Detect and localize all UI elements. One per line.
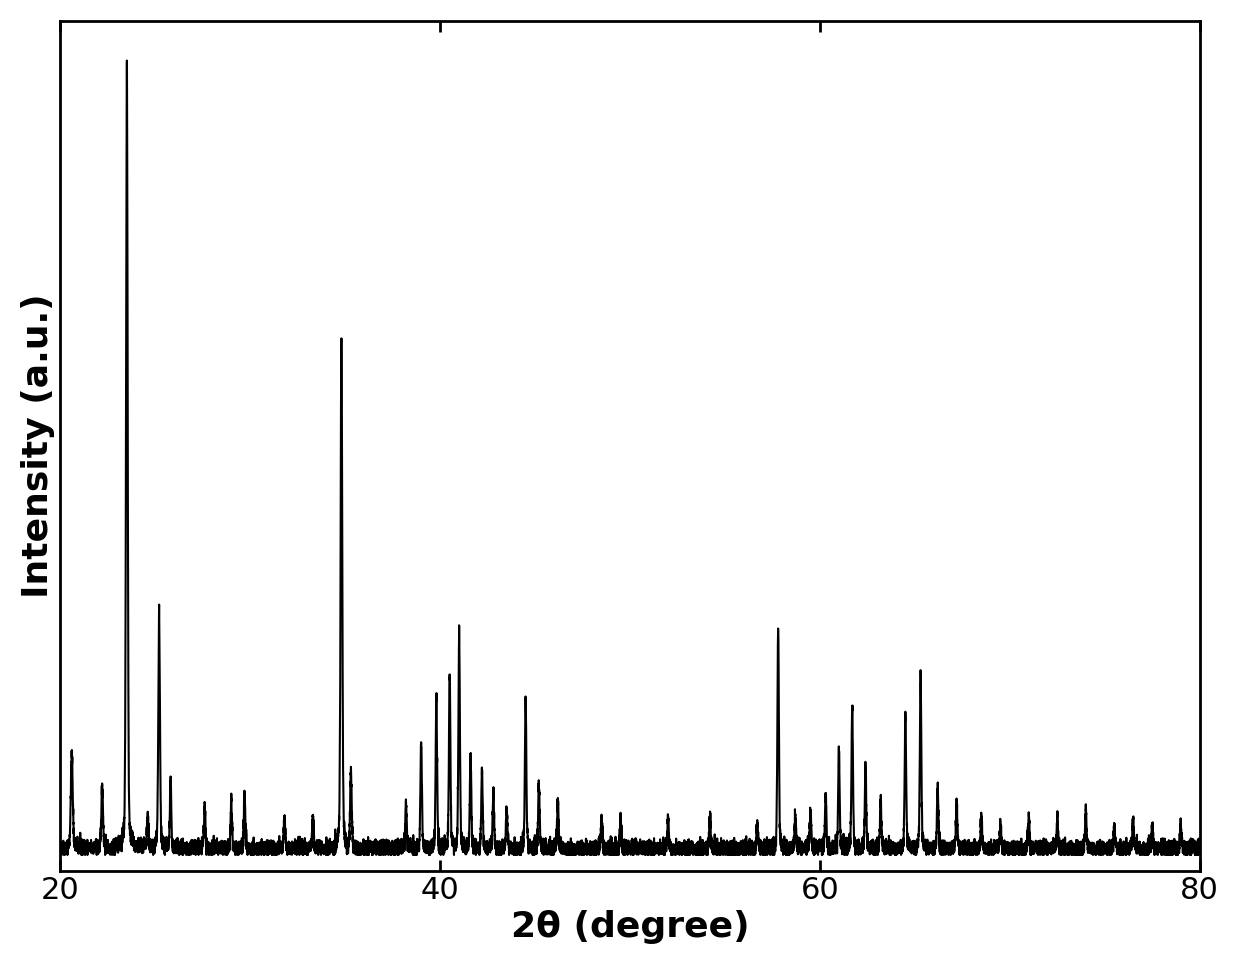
Y-axis label: Intensity (a.u.): Intensity (a.u.): [21, 293, 55, 598]
X-axis label: 2θ (degree): 2θ (degree): [511, 910, 749, 944]
